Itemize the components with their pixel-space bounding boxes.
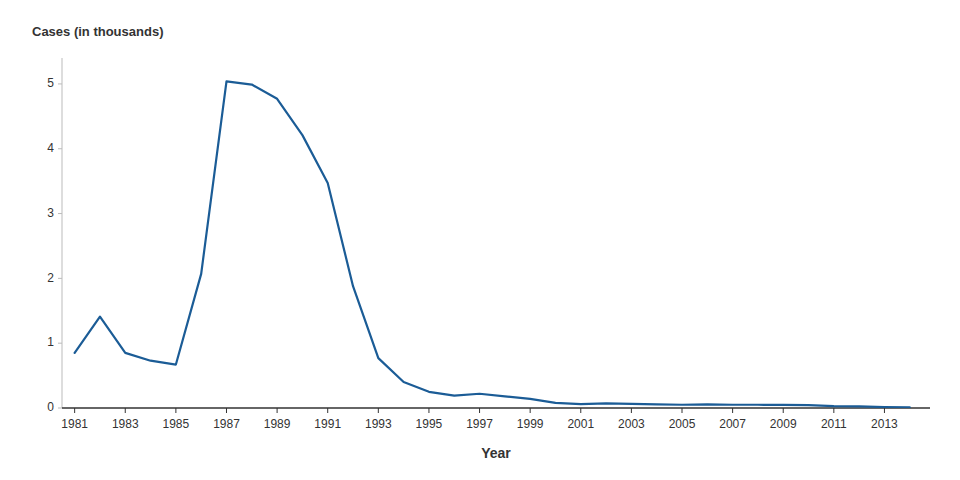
plot-area: [75, 81, 910, 407]
x-tick: [479, 408, 480, 413]
x-tick: [428, 408, 429, 413]
x-tick: [226, 408, 227, 413]
x-axis-line: [62, 407, 930, 409]
chart: 012345Cases (in thousands)19811983198519…: [0, 0, 960, 480]
y-tick: [58, 343, 62, 344]
x-tick-label: 1999: [517, 417, 544, 431]
x-tick: [74, 408, 75, 413]
x-tick-label: 1993: [365, 417, 392, 431]
x-tick: [833, 408, 834, 413]
x-tick-label: 2005: [669, 417, 696, 431]
x-tick: [732, 408, 733, 413]
chart-container: 012345Cases (in thousands)19811983198519…: [0, 0, 960, 480]
x-tick-label: 1981: [61, 417, 88, 431]
y-tick: [58, 213, 62, 214]
y-tick: [58, 83, 62, 84]
x-tick-label: 1997: [466, 417, 493, 431]
y-tick-label: 2: [47, 271, 54, 285]
x-tick-label: 2003: [618, 417, 645, 431]
x-tick: [580, 408, 581, 413]
y-tick: [58, 148, 62, 149]
x-tick-label: 1995: [416, 417, 443, 431]
x-tick: [378, 408, 379, 413]
y-tick-label: 4: [47, 141, 54, 155]
x-tick-label: 2001: [567, 417, 594, 431]
data-line: [75, 81, 910, 407]
y-tick: [58, 408, 62, 409]
y-tick-label: 0: [47, 400, 54, 414]
x-tick-label: 1991: [314, 417, 341, 431]
x-tick: [682, 408, 683, 413]
x-tick-label: 1989: [264, 417, 291, 431]
y-tick-label: 1: [47, 335, 54, 349]
x-tick-label: 2013: [871, 417, 898, 431]
x-tick-label: 2007: [719, 417, 746, 431]
x-tick: [783, 408, 784, 413]
x-tick: [884, 408, 885, 413]
y-tick-label: 3: [47, 206, 54, 220]
x-tick-label: 1987: [213, 417, 240, 431]
x-tick: [277, 408, 278, 413]
x-tick: [125, 408, 126, 413]
x-tick: [175, 408, 176, 413]
x-tick-label: 2009: [770, 417, 797, 431]
y-tick-label: 5: [47, 76, 54, 90]
x-tick-label: 1983: [112, 417, 139, 431]
y-tick: [58, 278, 62, 279]
x-axis-label: Year: [481, 445, 511, 461]
x-tick: [631, 408, 632, 413]
x-tick-label: 1985: [163, 417, 190, 431]
x-tick: [530, 408, 531, 413]
y-axis-line: [62, 58, 63, 408]
x-tick-label: 2011: [821, 417, 847, 431]
y-axis: 0 1 2 3 4 5: [47, 58, 62, 414]
x-axis: 1981 1983 1985 1987 1989 1991 1993 1995 1997 1999…: [61, 408, 930, 431]
x-tick: [327, 408, 328, 413]
y-axis-label: Cases (in thousands): [32, 24, 163, 39]
